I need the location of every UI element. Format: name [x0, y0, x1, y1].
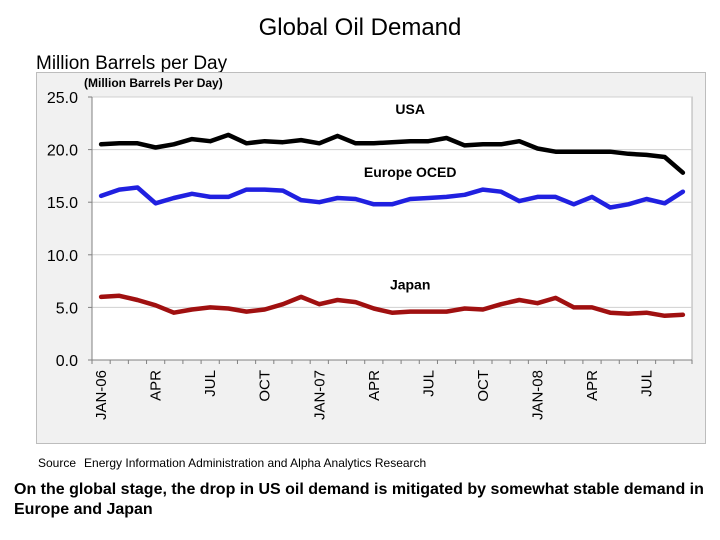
x-tick-label: JUL [202, 370, 219, 397]
series-label: USA [395, 101, 425, 117]
x-tick-label: JAN-08 [529, 370, 546, 420]
y-tick-label: 25.0 [47, 90, 78, 107]
x-tick-label: OCT [475, 370, 492, 402]
y-tick-label: 0.0 [56, 353, 78, 370]
y-tick-label: 10.0 [47, 248, 78, 265]
series-line [98, 293, 686, 319]
series-line [98, 132, 686, 175]
slide-subtitle: Million Barrels per Day [36, 53, 228, 74]
source-text: Energy Information Administration and Al… [84, 456, 427, 470]
x-tick-label: JUL [639, 370, 656, 397]
caption: On the global stage, the drop in US oil … [14, 481, 704, 518]
x-tick-label: JAN-06 [93, 370, 110, 420]
x-tick-label: APR [148, 370, 165, 401]
x-tick-label: OCT [257, 370, 274, 402]
x-tick-label: APR [366, 370, 383, 401]
x-tick-label: APR [584, 370, 601, 401]
source-note: Source Energy Information Administration … [38, 456, 426, 470]
x-tick-label: JAN-07 [311, 370, 328, 420]
chart-frame: 0.0 5.0 10.0 15.0 20.0 25.0 JAN-06 APR JUL OCT JAN… [36, 72, 706, 444]
series-line [98, 185, 686, 210]
series-label: Japan [390, 277, 430, 293]
y-axis-label: (Million Barrels Per Day) [84, 76, 223, 90]
y-tick-label: 20.0 [47, 143, 78, 160]
line-chart: 0.0 5.0 10.0 15.0 20.0 25.0 JAN-06 APR JUL OCT JAN… [47, 76, 693, 420]
x-tick-label: JUL [420, 370, 437, 397]
plot-area [91, 96, 693, 361]
series-label: Europe OCED [364, 164, 457, 180]
slide-title: Global Oil Demand [258, 14, 462, 41]
y-tick-label: 5.0 [56, 300, 78, 317]
source-label: Source [38, 456, 77, 470]
y-tick-label: 15.0 [47, 195, 78, 212]
